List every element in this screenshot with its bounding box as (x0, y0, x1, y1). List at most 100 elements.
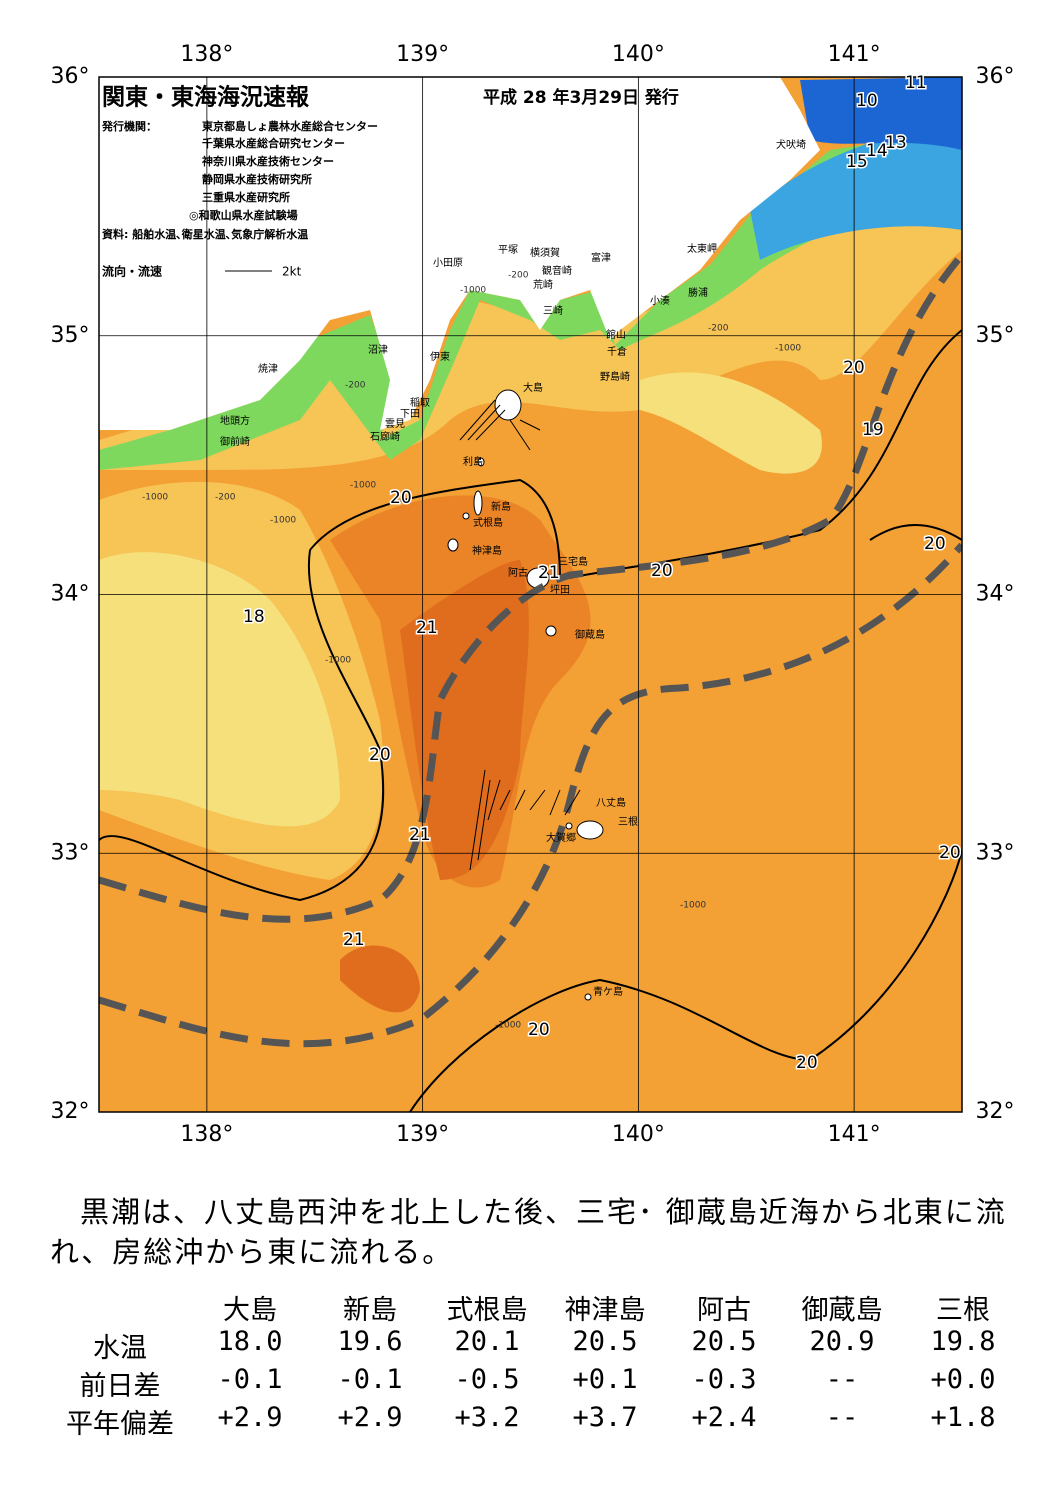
table-cell: -0.1 (337, 1364, 403, 1395)
isotherm-label: 20 (924, 534, 946, 554)
lat-label: 35° (51, 323, 90, 348)
isotherm-label: 15 (846, 152, 868, 172)
isotherm-label: 21 (343, 930, 365, 950)
table-cell: -0.1 (217, 1364, 283, 1395)
lat-label: 34° (976, 582, 1015, 607)
depth-label: -200 (708, 324, 729, 334)
place-label: 焼津 (258, 363, 278, 375)
issuer: 静岡県水産技術研究所 (202, 172, 312, 186)
place-label: 小田原 (433, 257, 463, 269)
depth-label: -200 (345, 381, 366, 391)
place-label: 八丈島 (596, 796, 626, 809)
lat-label: 36° (51, 64, 90, 89)
table-cell: 20.1 (454, 1326, 520, 1357)
issue-date: 平成 28 年3月29日 発行 (483, 87, 679, 108)
table-cell: +0.0 (930, 1364, 996, 1395)
lon-label: 140° (612, 1122, 665, 1147)
lon-label: 139° (396, 42, 449, 67)
isotherm-label: 21 (409, 825, 431, 845)
lat-label: 33° (976, 840, 1015, 865)
kuroshio-axis (99, 252, 962, 1048)
cold-water (99, 552, 340, 827)
isotherm-label: 10 (856, 91, 878, 111)
place-label: 横須賀 (530, 246, 560, 259)
depth-label: -1000 (142, 493, 168, 503)
isotherm-label: 20 (390, 488, 412, 508)
issuer: 神奈川県水産技術センター (202, 154, 334, 168)
lon-label: 138° (180, 1122, 233, 1147)
place-label: 式根島 (473, 516, 503, 529)
table-cell: -- (825, 1364, 859, 1395)
depth-label: -1000 (350, 481, 376, 491)
column-header: 御蔵島 (801, 1295, 883, 1326)
table-cell: +0.1 (572, 1364, 638, 1395)
table-cell: +3.2 (454, 1402, 520, 1433)
table-cell: 20.5 (572, 1326, 638, 1357)
place-label: 大賀郷 (546, 831, 576, 844)
place-label: 阿古 (508, 566, 528, 579)
place-label: 小湊 (650, 294, 670, 307)
depth-label: -1000 (325, 656, 351, 666)
coastal-green (99, 130, 962, 470)
lon-label: 141° (828, 1122, 881, 1147)
place-label: 太東岬 (687, 242, 717, 255)
legend-speed: 2kt (282, 265, 302, 279)
cold-water-ne (750, 120, 962, 260)
isotherm-labels: 10 11 13 14 15 20 19 20 20 21 20 18 21 2… (242, 72, 963, 1075)
column-header: 式根島 (446, 1295, 528, 1326)
issuer: 三重県水産研究所 (202, 190, 290, 204)
place-label: 犬吠埼 (776, 138, 806, 151)
table-cell: 18.0 (217, 1326, 283, 1357)
row-header: 平年偏差 (66, 1409, 174, 1440)
lat-label: 35° (976, 323, 1015, 348)
place-label: 雲見 (385, 418, 405, 430)
issuer-label: 発行機関： (101, 119, 157, 133)
depth-label: -200 (215, 493, 236, 503)
title: 関東・東海海況速報 (102, 84, 310, 111)
graticule (99, 76, 962, 1113)
lon-label: 139° (396, 1122, 449, 1147)
place-label: 沼津 (368, 343, 388, 356)
place-label: 伊東 (430, 350, 450, 363)
lat-label: 33° (51, 840, 90, 865)
place-label: 平塚 (498, 244, 518, 256)
place-label: 野島崎 (600, 370, 630, 383)
isotherm-label: 18 (243, 607, 265, 627)
land (99, 77, 820, 430)
lat-label: 36° (976, 64, 1015, 89)
map-frame (98, 76, 963, 1113)
place-label: 青ケ島 (593, 985, 623, 998)
issuer: ◎和歌山県水産試験場 (189, 208, 298, 222)
table-cell: 19.8 (930, 1326, 996, 1357)
place-label: 館山 (606, 328, 626, 341)
place-label: 新島 (491, 500, 511, 513)
depth-label: -1000 (460, 286, 486, 296)
table-cell: 19.6 (337, 1326, 403, 1357)
isotherm-label: 20 (651, 561, 673, 581)
place-label: 三宅島 (558, 555, 588, 568)
place-label: 稲取 (410, 397, 430, 409)
table-cell: +3.7 (572, 1402, 638, 1433)
lon-label: 140° (612, 42, 665, 67)
issuer: 東京都島しょ農林水産総合センター (202, 119, 378, 133)
row-header: 水温 (93, 1333, 147, 1364)
lat-label: 34° (51, 582, 90, 607)
issuer: 千葉県水産総合研究センター (202, 136, 345, 150)
row-header: 前日差 (79, 1371, 161, 1402)
depth-label: -200 (508, 271, 529, 281)
place-label: 下田 (400, 409, 420, 420)
table-cell: +2.4 (691, 1402, 757, 1433)
depth-label: -1000 (495, 1021, 521, 1031)
coastal-cold (640, 372, 822, 474)
table-cell: -- (825, 1402, 859, 1433)
isotherm-label: 21 (538, 563, 560, 583)
place-label: 神津島 (472, 544, 502, 557)
column-header: 大島 (223, 1295, 277, 1326)
table-cell: 20.5 (691, 1326, 757, 1357)
table-cell: +1.8 (930, 1402, 996, 1433)
lon-label: 141° (828, 42, 881, 67)
place-label: 観音崎 (542, 264, 572, 277)
place-label: 三崎 (543, 304, 563, 317)
place-label: 石廊崎 (370, 430, 400, 443)
warm-patch (340, 945, 420, 1013)
